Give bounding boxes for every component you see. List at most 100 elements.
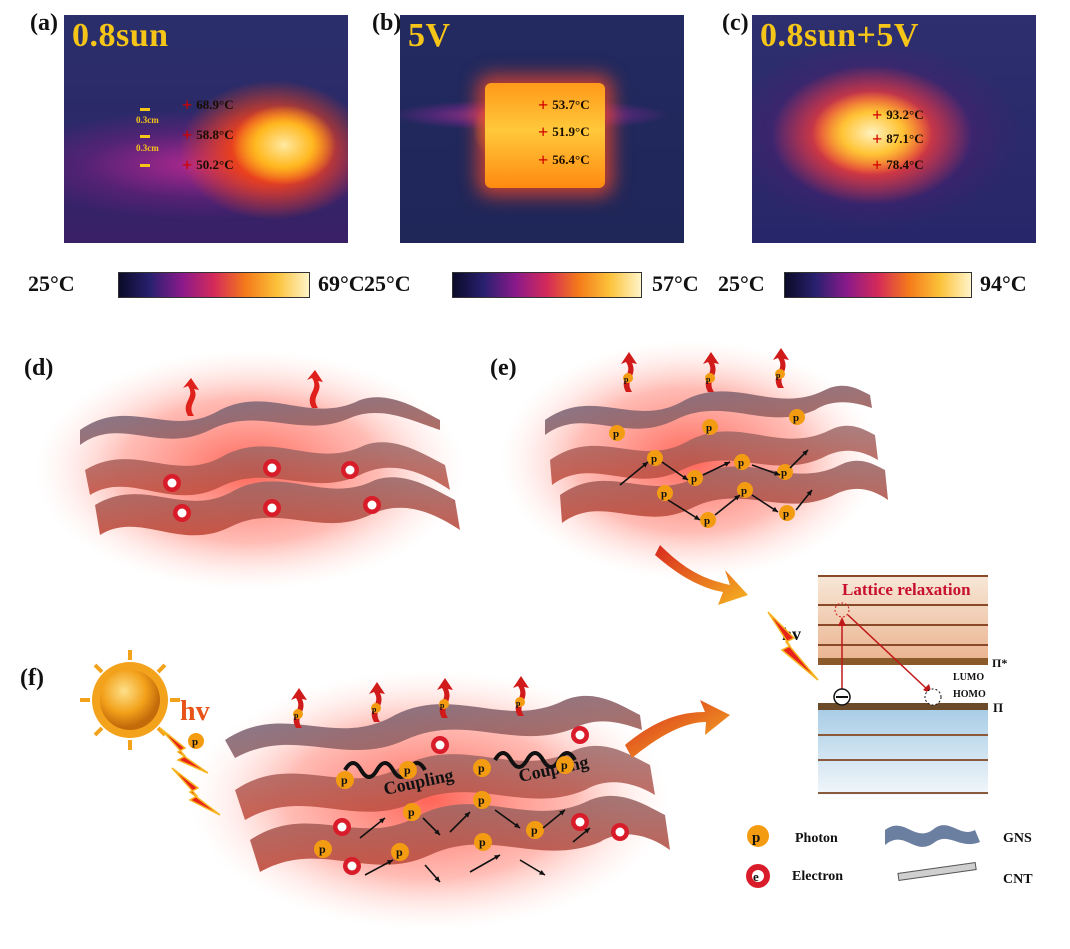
svg-text:p: p [396, 845, 403, 859]
svg-text:p: p [781, 467, 787, 479]
flow-arrow [619, 461, 649, 486]
svg-text:p: p [613, 428, 619, 440]
svg-text:e: e [753, 869, 759, 884]
temp-reading-a2: +58.8°C [182, 125, 234, 145]
flow-arrow-head [642, 462, 648, 468]
panel-label-b: (b) [372, 10, 402, 36]
photon-icon-e: p [702, 419, 718, 435]
thermal-image-a: 0.8sun 0.3cm 0.3cm +68.9°C +58.8°C +50.2… [64, 15, 348, 243]
scale-min-c: 25°C [718, 271, 765, 296]
svg-text:p: p [752, 830, 760, 846]
photon-icon-f: p [473, 759, 491, 777]
heat-photon-icon: p [775, 369, 785, 380]
flow-arrow-head [694, 514, 700, 520]
electron-icon-d [163, 474, 181, 492]
particle-layer: p p p p p p p p p p p p p p p p p p p p p p p p p p p p p [163, 348, 813, 883]
flow-arrow-head [387, 860, 393, 865]
photon-icon-e: p [777, 464, 793, 480]
flow-arrow-head [559, 810, 565, 816]
electron-icon-d [263, 499, 281, 517]
panel-label-d: (d) [24, 355, 54, 381]
temp-reading-a3: +50.2°C [182, 155, 234, 175]
electron-icon-f [571, 813, 589, 831]
transition-arrow-e [655, 545, 748, 605]
color-scale-b [452, 272, 642, 298]
lightning-icon-band [767, 611, 819, 681]
flow-arrow-head [434, 876, 440, 882]
flow-arrow-head [724, 461, 730, 467]
electron-icon-d [173, 504, 191, 522]
svg-text:p: p [440, 701, 445, 710]
lattice-relaxation-label: Lattice relaxation [842, 580, 971, 599]
electron-icon-f [343, 857, 361, 875]
svg-text:p: p [341, 773, 348, 787]
svg-text:p: p [561, 758, 568, 772]
electron-icon-f [611, 823, 629, 841]
legend-photon-icon [747, 825, 769, 847]
temp-reading-c1: +93.2°C [872, 105, 924, 125]
flow-arrow-head [494, 855, 500, 860]
transition-arrow-f [625, 700, 730, 758]
lightning-icon-f [159, 727, 221, 816]
flow-arrow [667, 499, 701, 521]
photon-icon-f: p [403, 803, 421, 821]
svg-text:p: p [793, 412, 799, 424]
scale-max-a: 69°C [318, 271, 365, 296]
lumo-label: LUMO [953, 672, 984, 683]
color-scale-c [784, 272, 972, 298]
electron-icon-f [431, 736, 449, 754]
legend: p Photon e Electron GNS CNT [746, 825, 1033, 888]
svg-text:p: p [704, 515, 710, 527]
svg-text:p: p [741, 485, 747, 497]
svg-text:p: p [319, 842, 326, 856]
panel-label-a: (a) [30, 10, 58, 36]
flow-arrow-head [379, 818, 385, 824]
photon-icon-e: p [734, 454, 750, 470]
heat-photon-icon: p [439, 699, 449, 710]
svg-text:p: p [294, 711, 299, 720]
temp-reading-b3: +56.4°C [538, 150, 590, 170]
svg-text:p: p [478, 793, 485, 807]
svg-text:p: p [404, 763, 411, 777]
svg-text:p: p [706, 375, 711, 384]
photon-icon-e: p [700, 512, 716, 528]
schematic-canvas: hv Coupling Coupling [35, 340, 1033, 930]
photon-icon-e: p [657, 485, 673, 501]
heat-photon-icon: p [705, 373, 715, 384]
panel-c-title: 0.8sun+5V [760, 17, 919, 54]
temp-reading-b2: +51.9°C [538, 122, 590, 142]
svg-text:p: p [531, 823, 538, 837]
photon-icon-e: p [789, 409, 805, 425]
photon-icon-f: p [314, 840, 332, 858]
svg-text:p: p [479, 835, 486, 849]
panel-label-f: (f) [20, 665, 44, 691]
photon-icon-e: p [687, 470, 703, 486]
flow-arrow-head [802, 450, 808, 456]
legend-electron-label: Electron [792, 869, 843, 884]
flow-arrow-head [434, 829, 440, 835]
temp-reading-b1: +53.7°C [538, 95, 590, 115]
temp-reading-a1: +68.9°C [182, 95, 234, 115]
thermal-image-b: 5V +53.7°C +51.9°C +56.4°C [400, 15, 684, 243]
heat-photon-icon: p [623, 373, 633, 384]
flow-arrow [469, 854, 501, 873]
panel-label-c: (c) [722, 10, 749, 36]
svg-text:p: p [783, 508, 789, 520]
svg-text:p: p [408, 805, 415, 819]
svg-text:p: p [192, 736, 198, 748]
homo-label: HOMO [953, 689, 986, 700]
heat-arrows-d [183, 370, 323, 416]
svg-text:p: p [651, 453, 657, 465]
photon-icon-sun: p [188, 733, 204, 749]
flow-arrow-head [682, 474, 688, 480]
panel-a-title: 0.8sun [72, 17, 169, 54]
flow-arrow-head [584, 828, 590, 834]
legend-gns-label: GNS [1003, 831, 1032, 846]
photon-icon-e: p [647, 450, 663, 466]
photon-icon-f: p [474, 833, 492, 851]
hv-label-f: hv [180, 696, 210, 727]
svg-text:p: p [478, 761, 485, 775]
svg-text:p: p [624, 375, 629, 384]
flow-arrow-head [539, 869, 545, 875]
legend-photon-label: Photon [795, 831, 838, 846]
